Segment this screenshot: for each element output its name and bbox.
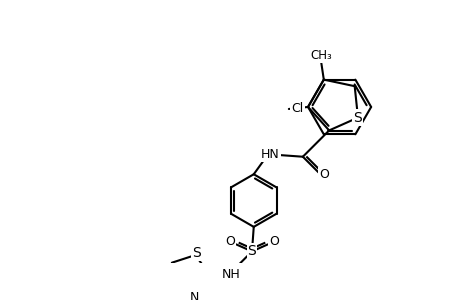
Text: O: O [318, 168, 328, 181]
Text: NH: NH [221, 268, 240, 281]
Text: CH₃: CH₃ [310, 50, 331, 62]
Text: N: N [190, 291, 199, 300]
Text: S: S [247, 244, 256, 258]
Text: Cl: Cl [291, 103, 303, 116]
Text: O: O [224, 235, 235, 248]
Text: S: S [191, 246, 200, 260]
Text: O: O [269, 235, 278, 248]
Text: HN: HN [260, 148, 279, 161]
Text: S: S [353, 111, 362, 124]
